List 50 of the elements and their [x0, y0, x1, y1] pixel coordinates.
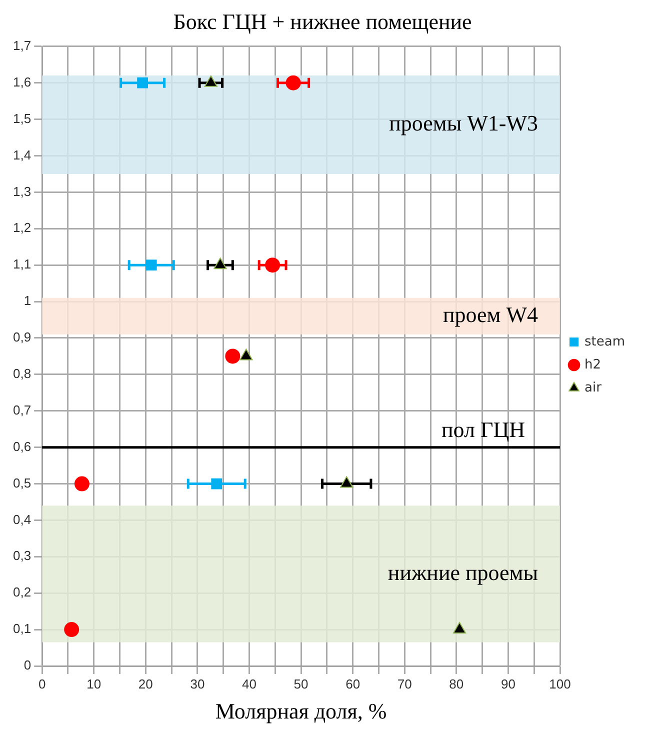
y-tick-label: 1,1 [12, 256, 32, 272]
x-tick-label: 70 [397, 676, 412, 692]
x-tick-label: 50 [294, 676, 308, 692]
point [146, 260, 157, 271]
x-tick-label: 10 [86, 676, 102, 692]
chart-title: Бокс ГЦН + нижнее помещение [173, 8, 472, 34]
x-tick-label: 40 [242, 676, 256, 692]
y-tick-label: 0,3 [12, 548, 32, 564]
y-tick-label: 1,2 [12, 220, 32, 236]
point [214, 258, 227, 270]
x-tick-label: 30 [190, 676, 205, 692]
x-tick-label: 80 [449, 676, 464, 692]
legend-label: steam [584, 334, 625, 350]
y-tick-label: 0,7 [12, 402, 32, 418]
y-tick-label: 1,7 [12, 38, 32, 53]
point [225, 348, 240, 364]
point [211, 478, 222, 490]
point [74, 476, 90, 492]
x-axis-title: Молярная доля, % [215, 698, 387, 724]
y-tick-label: 0,2 [12, 584, 32, 600]
point [265, 258, 280, 273]
y-tick-label: 1,6 [12, 74, 32, 90]
y-tick-label: 1,3 [12, 184, 32, 199]
x-tick-label: 20 [138, 676, 153, 692]
y-tick-label: 0,4 [12, 512, 32, 527]
x-tick-label: 60 [346, 676, 360, 692]
y-tick-label: 1,4 [12, 147, 32, 162]
y-tick-label: 0 [24, 658, 32, 673]
point [137, 77, 148, 88]
y-tick-label: 1,5 [12, 110, 32, 126]
band-label: проемы W1-W3 [389, 110, 538, 136]
point [240, 348, 253, 360]
point [340, 476, 354, 488]
legend-label: h2 [584, 357, 602, 372]
y-tick-label: 1 [24, 293, 32, 308]
band-label: проем W4 [443, 302, 538, 327]
y-tick-label: 0,6 [12, 438, 32, 454]
x-tick-label: 0 [38, 676, 46, 692]
ref-line-label: пол ГЦН [442, 417, 526, 442]
point [286, 75, 301, 90]
y-tick-label: 0,8 [12, 366, 32, 381]
legend-label: air [584, 380, 602, 396]
band-label: нижние проемы [388, 560, 538, 585]
x-tick-label: 90 [500, 676, 516, 692]
point [64, 622, 80, 638]
y-tick-label: 0,9 [12, 330, 32, 345]
y-tick-label: 0,1 [12, 621, 32, 636]
x-tick-label: 100 [549, 676, 571, 692]
point [452, 622, 466, 634]
y-tick-label: 0,5 [12, 475, 32, 490]
